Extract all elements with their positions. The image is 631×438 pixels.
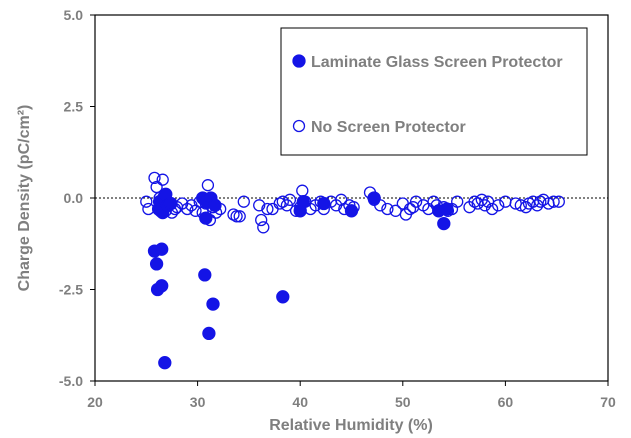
laminate-data-point [198, 268, 212, 282]
y-axis-ticks: 5.0 2.5 0.0 -2.5 -5.0 [59, 7, 95, 389]
y-axis-title: Charge Density (pC/cm²) [16, 105, 33, 292]
laminate-data-point [149, 257, 164, 271]
no-protector-data-point [534, 195, 547, 208]
no-protector-data-point [547, 195, 560, 208]
y-tick-label: 2.5 [64, 99, 84, 115]
no-protector-data-point [552, 195, 565, 208]
laminate-data-point [202, 326, 216, 341]
laminate-data-point [206, 297, 220, 311]
y-tick-label: -5.0 [59, 373, 83, 389]
x-tick-label: 70 [600, 394, 616, 410]
no-protector-data-point [237, 195, 250, 208]
no-protector-data-point [381, 202, 394, 216]
x-tick-label: 40 [292, 394, 308, 410]
laminate-data-point [276, 290, 290, 304]
no-protector-data-point [409, 195, 423, 208]
no-protector-data-point [485, 202, 499, 216]
no-protector-data-point [492, 199, 505, 212]
laminate-data-point [344, 204, 359, 218]
legend: Laminate Glass Screen Protector No Scree… [280, 27, 588, 156]
no-protector-data-point [478, 199, 492, 212]
legend-label-no-protector: No Screen Protector [311, 119, 466, 136]
no-protector-data-point [150, 180, 163, 194]
data-points [140, 171, 565, 370]
laminate-data-point [208, 198, 222, 212]
y-tick-label: 0.0 [64, 190, 84, 206]
no-protector-data-point [148, 171, 161, 185]
x-tick-label: 20 [87, 394, 103, 410]
x-tick-label: 60 [498, 394, 514, 410]
no-protector-data-point [261, 202, 274, 216]
no-protector-data-point [514, 199, 527, 212]
x-axis-ticks: 20 30 40 50 60 70 [87, 381, 616, 410]
laminate-data-point [155, 279, 169, 293]
no-protector-data-point [230, 210, 243, 223]
x-axis-title: Relative Humidity (%) [269, 417, 433, 434]
laminate-data-point [158, 356, 172, 370]
no-protector-data-point [276, 195, 289, 208]
no-protector-data-point [255, 213, 268, 227]
laminate-data-point [317, 196, 331, 211]
laminate-data-point [199, 211, 213, 225]
legend-marker-no-protector [292, 119, 306, 133]
laminate-data-point [164, 196, 178, 211]
no-protector-data-point [283, 193, 297, 206]
no-protector-data-point [403, 202, 417, 216]
no-protector-data-point [451, 195, 464, 208]
y-tick-label: 5.0 [64, 7, 84, 23]
no-protector-data-point [227, 208, 240, 221]
legend-marker-laminate [292, 54, 306, 68]
no-protector-data-point [253, 199, 266, 212]
laminate-data-point [155, 242, 169, 256]
no-protector-data-point [201, 179, 215, 192]
legend-label-laminate: Laminate Glass Screen Protector [311, 54, 563, 71]
x-tick-label: 30 [190, 394, 206, 410]
no-protector-data-point [181, 202, 194, 216]
no-protector-data-point [233, 210, 246, 223]
laminate-data-point [437, 216, 451, 231]
laminate-data-point [296, 195, 310, 209]
laminate-data-point [440, 202, 454, 216]
legend-box [280, 27, 588, 156]
y-tick-label: -2.5 [59, 282, 83, 298]
no-protector-data-point [156, 173, 169, 186]
no-protector-data-point [140, 195, 153, 208]
laminate-data-point [367, 191, 381, 205]
x-tick-label: 50 [395, 394, 411, 410]
no-protector-data-point [257, 221, 270, 234]
